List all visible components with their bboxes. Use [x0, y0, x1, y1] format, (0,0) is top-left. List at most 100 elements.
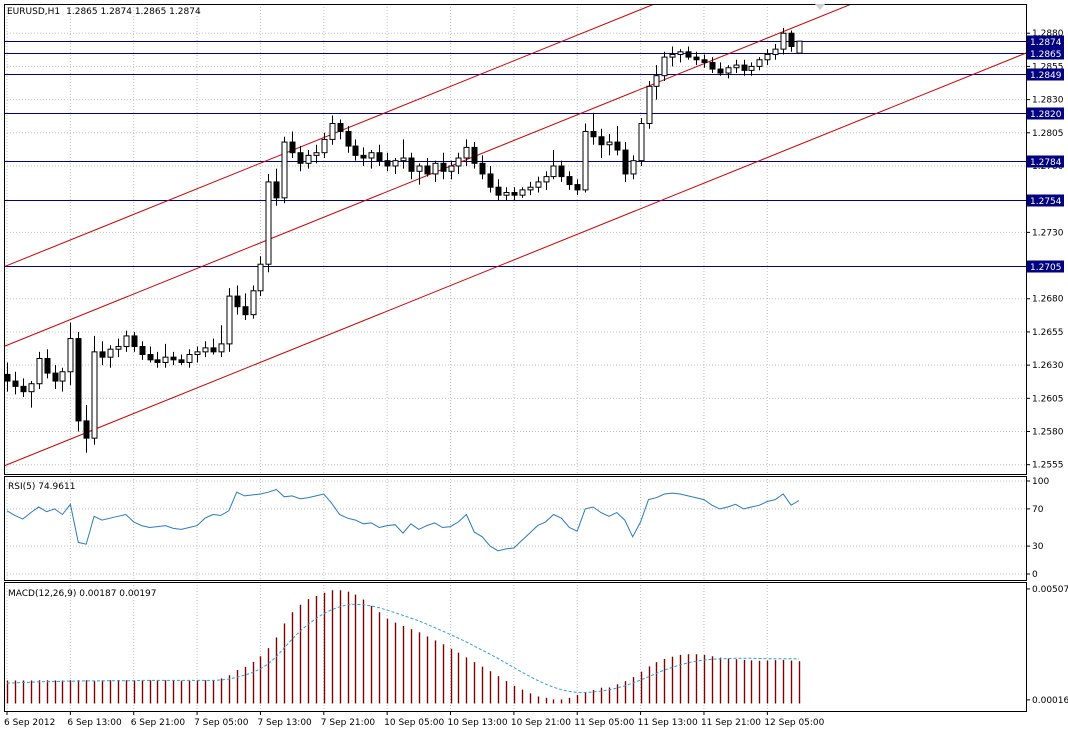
price-tick-label: 1.2555 [1032, 461, 1064, 471]
candle-body [297, 152, 304, 164]
channel-line-upper [4, 4, 656, 268]
price-tick-label: 1.2605 [1032, 394, 1064, 404]
candle-body [337, 122, 344, 132]
candle-body [455, 157, 462, 167]
candle [52, 365, 59, 390]
candle-body [345, 130, 352, 147]
candle-body [234, 295, 241, 308]
candle [590, 112, 597, 145]
candle [147, 346, 154, 363]
candle-body [535, 181, 542, 188]
panel-frame-1 [4, 4, 1027, 475]
price-tick-label: 1.2880 [1032, 29, 1064, 39]
candle [455, 152, 462, 174]
price-level-label: 1.2849 [1030, 71, 1062, 81]
macd-title: MACD(12,26,9) 0.00187 0.00197 [8, 589, 157, 599]
candle [281, 136, 288, 204]
ohlc-readout: 1.2865 1.2874 1.2865 1.2874 [66, 7, 201, 17]
candle [392, 158, 399, 174]
panel-frame-3 [4, 582, 1027, 712]
candle [756, 57, 763, 71]
candle [178, 354, 185, 366]
candle-body [661, 56, 668, 77]
candle [566, 171, 573, 190]
candle-body [416, 165, 423, 172]
candle-body [487, 173, 494, 188]
candle [202, 341, 209, 358]
candle-body [685, 51, 692, 58]
time-tick-label: 11 Sep 05:00 [574, 718, 634, 728]
candle-body [558, 165, 565, 178]
candle [646, 81, 653, 129]
candle-body [772, 48, 779, 55]
candle [352, 139, 359, 161]
candle [424, 158, 431, 177]
price-level-label: 1.2754 [1030, 197, 1062, 207]
candle-body [115, 346, 122, 350]
candle [558, 160, 565, 182]
candle-body [479, 162, 486, 175]
candle [273, 168, 280, 206]
candle-body [139, 346, 146, 356]
candle [725, 65, 732, 79]
candle [606, 134, 613, 156]
candle [495, 179, 502, 201]
price-level-badge [1027, 194, 1064, 207]
candle-body [622, 149, 629, 175]
rsi-title: RSI(5) 74.9611 [8, 482, 75, 492]
candle-body [210, 347, 217, 353]
candle [75, 331, 82, 432]
candle [400, 139, 407, 169]
candle [717, 62, 724, 76]
time-tick-label: 6 Sep 2012 [4, 718, 55, 728]
candle-body [424, 165, 431, 175]
candle-body [764, 53, 771, 61]
candle-body [400, 157, 407, 162]
candle [170, 351, 177, 366]
candle [416, 163, 423, 185]
price-tick-label: 1.2655 [1032, 328, 1064, 338]
candle [598, 128, 605, 159]
candle-body [59, 371, 66, 382]
candle [265, 173, 272, 273]
candle [701, 54, 708, 68]
horizontal-levels[interactable] [4, 41, 1026, 267]
candle-body [131, 335, 138, 348]
candle [67, 322, 74, 386]
time-axis: 6 Sep 2012 6 Sep 13:00 6 Sep 21:00 7 Sep 05… [4, 711, 825, 728]
candle-body [368, 152, 375, 159]
candle-body [638, 122, 645, 162]
candle [36, 351, 43, 390]
candle [519, 187, 526, 198]
candle [257, 256, 264, 297]
candle [91, 335, 98, 445]
candle-body [321, 138, 328, 154]
rsi-tick-label: 30 [1032, 542, 1044, 552]
candle-body [123, 335, 130, 348]
candle-body [226, 295, 233, 345]
candle [242, 293, 249, 320]
candle [471, 142, 478, 169]
price-axis: 1.28801.28551.28301.28051.27801.27301.26… [1026, 29, 1068, 706]
price-tick-label: 1.2680 [1032, 295, 1064, 305]
candle-body [75, 338, 82, 422]
candle [345, 126, 352, 153]
price-level-badge [1027, 107, 1064, 120]
candle [733, 59, 740, 74]
channel-lines[interactable] [0, 0, 1068, 471]
candle-body [733, 64, 740, 69]
shift-marker-icon[interactable] [815, 4, 825, 10]
candle [582, 123, 589, 193]
candle [123, 330, 130, 352]
candle [772, 43, 779, 60]
candle-body [265, 181, 272, 265]
time-tick-label: 10 Sep 05:00 [384, 718, 444, 728]
candle [764, 49, 771, 66]
candle-body [178, 359, 185, 363]
candle [535, 176, 542, 193]
price-tick-label: 1.2855 [1032, 62, 1064, 72]
candle-body [511, 192, 518, 196]
candle-body [788, 32, 795, 47]
candle-body [4, 373, 11, 382]
